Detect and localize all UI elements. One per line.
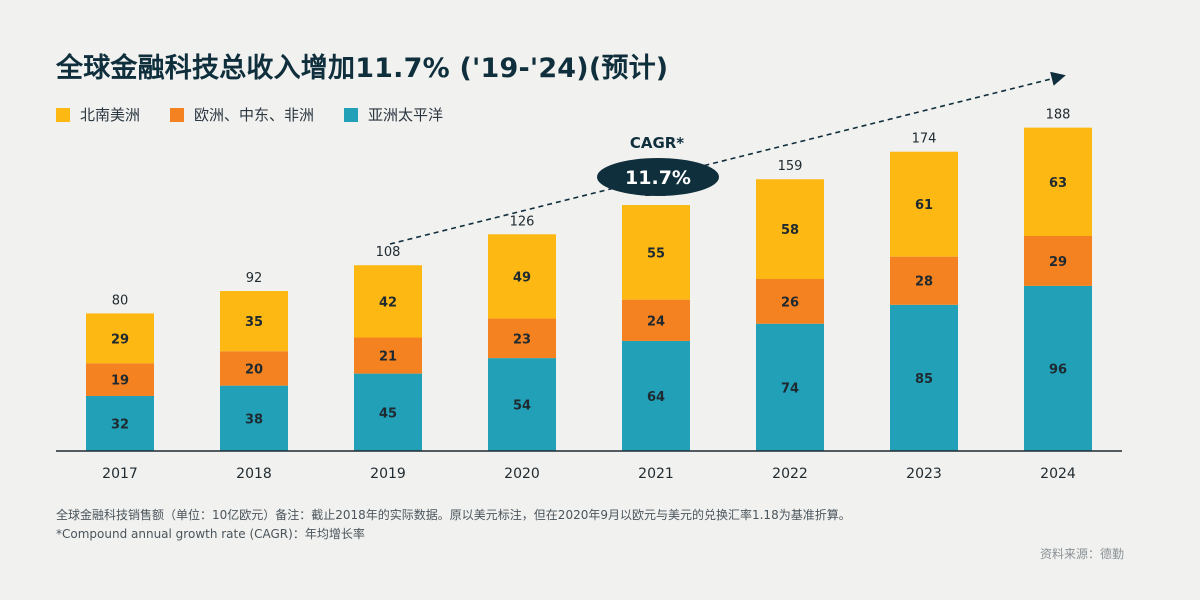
bar-segment-2024-2 [1024, 127, 1092, 236]
bar-value-label-2021-1: 24 [647, 314, 665, 329]
bar-value-label-2020-0: 54 [513, 399, 531, 414]
x-tick-labels: 2017 2018 2019 2020 2021 2022 2023 2024 [102, 466, 1076, 482]
bar-value-label-2024-0: 96 [1049, 362, 1067, 377]
bar-segment-2020-0 [488, 358, 556, 451]
bar-value-label-2018-2: 35 [245, 315, 263, 330]
bar-segment-2023-2 [890, 151, 958, 257]
bar-segment-2020-1 [488, 318, 556, 359]
legend-swatch-emea [170, 107, 185, 122]
bar-segment-2023-1 [890, 256, 958, 305]
x-tick-label-2023: 2023 [906, 466, 942, 482]
bar-total-label-2018: 92 [246, 271, 263, 286]
bar-value-label-2023-0: 85 [915, 372, 933, 387]
bar-value-label-2022-0: 74 [781, 381, 799, 396]
x-tick-label-2021: 2021 [638, 466, 674, 482]
bar-value-label-2017-1: 19 [111, 374, 129, 389]
bar-total-label-2020: 126 [510, 214, 535, 229]
bar-value-label-2020-1: 23 [513, 332, 531, 347]
bar-value-label-2019-2: 42 [379, 295, 397, 310]
legend-swatch-americas [56, 107, 70, 122]
bar-value-label-2023-1: 28 [915, 275, 933, 290]
bar-segment-2021-1 [622, 299, 690, 341]
x-tick-label-2019: 2019 [370, 466, 406, 482]
cagr-badge [597, 158, 719, 196]
bars-layer: 32 19 29 80 38 20 35 92 45 21 42 108 54 23 49 126 64 24 55… [86, 108, 1092, 451]
bar-segment-2019-1 [354, 337, 422, 374]
bar-value-label-2017-2: 29 [111, 332, 129, 347]
bar-value-label-2021-0: 64 [647, 390, 665, 405]
bar-value-label-2022-2: 58 [781, 223, 799, 238]
legend-item-americas: 北南美洲 [56, 104, 140, 125]
bar-segment-2019-0 [354, 373, 422, 451]
x-tick-label-2024: 2024 [1040, 466, 1076, 482]
bar-segment-2022-1 [756, 279, 824, 324]
bar-segment-2018-2 [220, 291, 288, 352]
bar-segment-2021-2 [622, 205, 690, 300]
source-note: 资料来源：德勤 [1039, 547, 1124, 561]
bar-segment-2017-0 [86, 395, 154, 451]
bar-value-label-2018-0: 38 [245, 412, 263, 427]
bar-segment-2019-2 [354, 265, 422, 338]
bar-segment-2020-2 [488, 234, 556, 319]
legend-label-americas: 北南美洲 [80, 106, 141, 124]
bar-segment-2022-2 [756, 179, 824, 279]
cagr-trend-arrow [389, 71, 1066, 245]
bar-total-label-2023: 174 [912, 132, 937, 147]
bar-segment-2021-0 [622, 340, 690, 451]
bar-segment-2023-0 [890, 304, 958, 451]
legend-label-emea: 欧洲、中东、非洲 [194, 106, 315, 124]
footnote-units: 全球金融科技销售额（单位：10亿欧元）备注：截止2018年的实际数据。原以美元标… [56, 508, 851, 522]
bar-segment-2017-2 [86, 313, 154, 364]
bar-value-label-2024-1: 29 [1049, 255, 1067, 270]
x-tick-label-2022: 2022 [772, 466, 808, 482]
bar-segment-2024-1 [1024, 236, 1092, 286]
bar-value-label-2019-0: 45 [379, 406, 397, 421]
bar-value-label-2017-0: 32 [111, 417, 129, 432]
bar-value-label-2018-1: 20 [245, 362, 263, 377]
bar-segment-2017-1 [86, 363, 154, 396]
bar-segment-2024-0 [1024, 285, 1092, 451]
bar-segment-2022-0 [756, 323, 824, 451]
bar-value-label-2019-1: 21 [379, 350, 397, 365]
bar-total-label-2024: 188 [1046, 108, 1071, 123]
bar-total-label-2017: 80 [112, 293, 129, 308]
cagr-label: CAGR* [630, 134, 684, 152]
bar-segment-2018-1 [220, 351, 288, 386]
bar-segment-2018-0 [220, 385, 288, 451]
legend-swatch-apac [344, 107, 359, 122]
legend: 北南美洲 欧洲、中东、非洲 亚洲太平洋 [56, 104, 473, 125]
x-tick-label-2018: 2018 [236, 466, 272, 482]
cagr-value: 11.7% [625, 167, 691, 189]
legend-item-emea: 欧洲、中东、非洲 [170, 104, 314, 125]
footnote-cagr: *Compound annual growth rate (CAGR)：年均增长… [56, 527, 365, 541]
legend-label-apac: 亚洲太平洋 [368, 106, 444, 124]
bar-value-label-2024-2: 63 [1049, 176, 1067, 191]
bar-value-label-2021-2: 55 [647, 246, 665, 261]
x-tick-label-2017: 2017 [102, 466, 138, 482]
bar-value-label-2023-2: 61 [915, 198, 933, 213]
x-tick-label-2020: 2020 [504, 466, 540, 482]
chart-title: 全球金融科技总收入增加11.7% ('19-'24)(预计) [56, 53, 669, 84]
bar-total-label-2022: 159 [778, 159, 803, 174]
bar-total-label-2019: 108 [376, 245, 401, 260]
bar-value-label-2022-1: 26 [781, 295, 799, 310]
bar-value-label-2020-2: 49 [513, 270, 531, 285]
legend-item-apac: 亚洲太平洋 [344, 104, 443, 125]
